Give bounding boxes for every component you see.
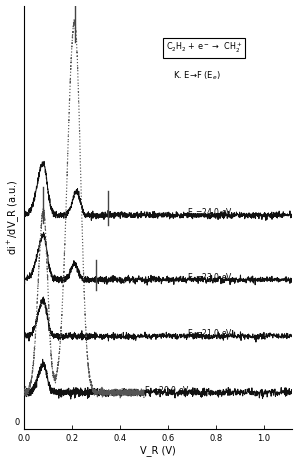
Text: C$_2$H$_2$ + e$^-$ →  CH$_2^+$: C$_2$H$_2$ + e$^-$ → CH$_2^+$ (165, 41, 242, 55)
Text: E$_e$=23.0 eV: E$_e$=23.0 eV (187, 272, 233, 284)
Text: 0: 0 (14, 418, 19, 427)
X-axis label: V_R (V): V_R (V) (140, 445, 176, 456)
Text: K. E→F (E$_e$): K. E→F (E$_e$) (173, 70, 221, 82)
Text: E$_e$=24.0 eV: E$_e$=24.0 eV (187, 207, 233, 219)
Y-axis label: di$^+$/dV_R (a.u.): di$^+$/dV_R (a.u.) (6, 179, 21, 255)
Text: E$_e$=20.0 eV: E$_e$=20.0 eV (144, 384, 190, 397)
Text: E$_e$=21.0 eV: E$_e$=21.0 eV (187, 328, 233, 340)
